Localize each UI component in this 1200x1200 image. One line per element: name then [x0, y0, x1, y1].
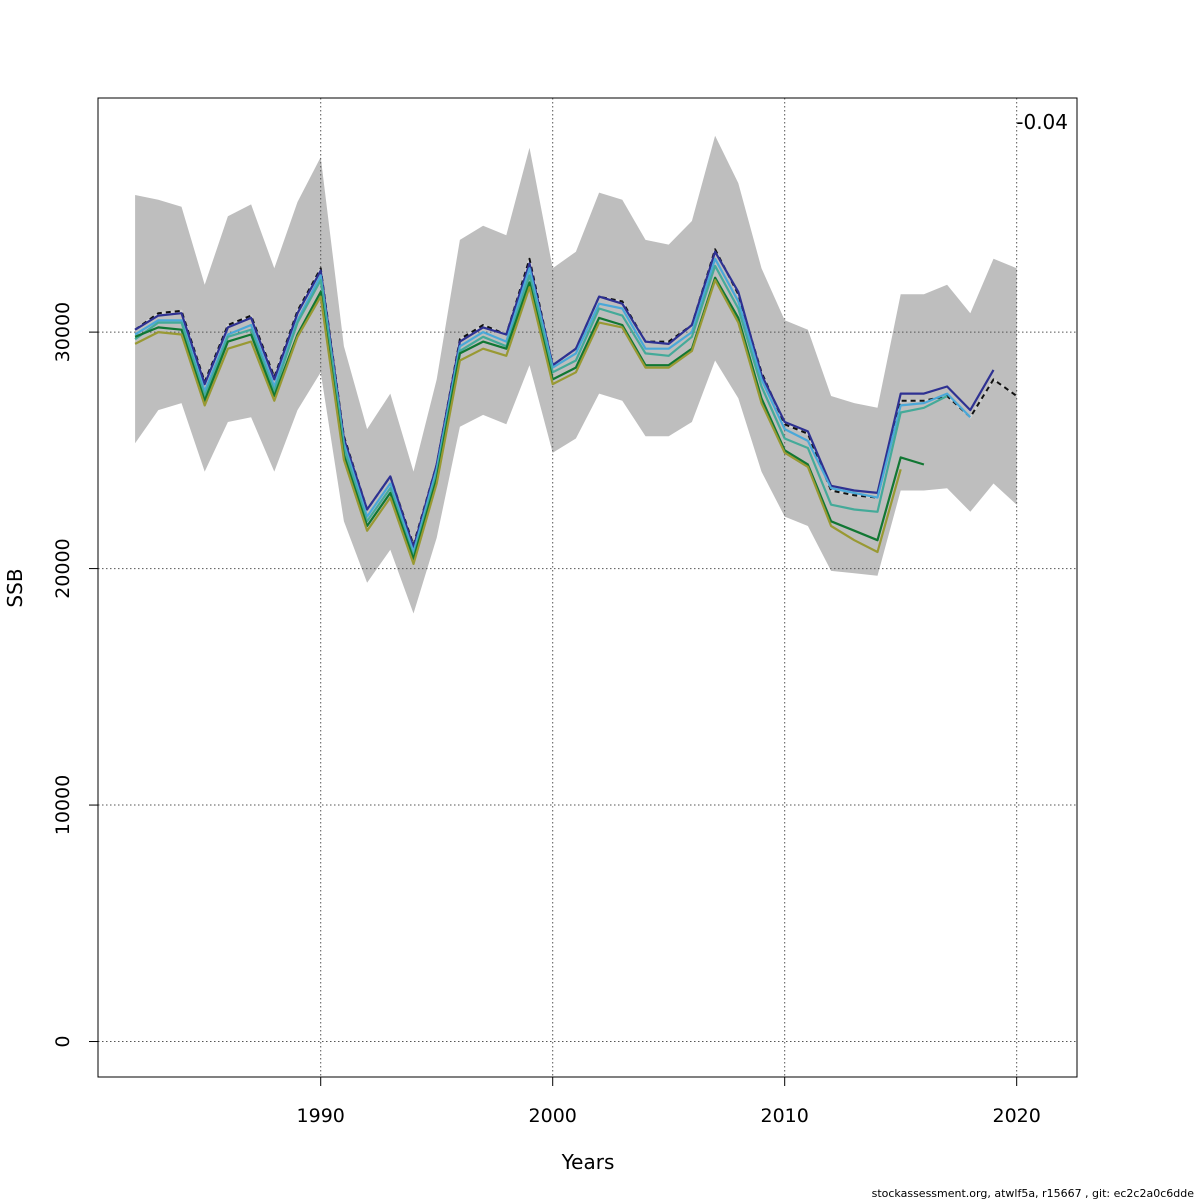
- series-line-5: [134, 276, 925, 561]
- y-tick-label: 0: [52, 1035, 74, 1047]
- axes: 1990 2000 2010 2020 0 10000 20000 30000: [52, 302, 1041, 1127]
- y-tick-label: 30000: [52, 302, 74, 362]
- x-tick-label: 2010: [761, 1105, 809, 1127]
- series-line-2: [134, 250, 995, 549]
- x-tick-label: 1990: [297, 1105, 345, 1127]
- series-line-4: [134, 264, 948, 558]
- annotation-label: -0.04: [1016, 110, 1068, 134]
- plot-frame: [97, 97, 1078, 1078]
- series-lines: [134, 248, 1018, 565]
- series-line-6: [134, 279, 902, 565]
- y-tick-label: 20000: [52, 538, 74, 598]
- footer-credit: stockassessment.org, atwlf5a, r15667 , g…: [872, 1187, 1195, 1200]
- x-tick-label: 2000: [529, 1105, 577, 1127]
- y-axis-title: SSB: [3, 568, 27, 607]
- x-axis-title: Years: [561, 1150, 615, 1174]
- y-tick-label: 10000: [52, 775, 74, 835]
- x-tick-label: 2020: [993, 1105, 1041, 1127]
